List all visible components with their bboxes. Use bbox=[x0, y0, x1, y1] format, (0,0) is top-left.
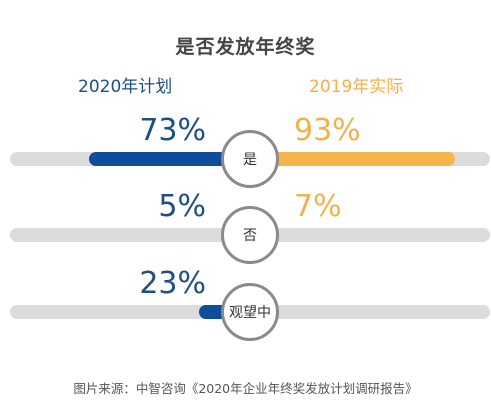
source-note: 图片来源：中智咨询《2020年企业年终奖发放计划调研报告》 bbox=[73, 381, 418, 396]
value-label-2020-plan: 73% bbox=[139, 113, 206, 148]
category-label: 是 bbox=[221, 130, 279, 188]
legend-2019-actual: 2019年实际 bbox=[309, 77, 404, 97]
category-label: 观望中 bbox=[221, 283, 279, 341]
category-label: 否 bbox=[221, 206, 279, 264]
bar-2019-actual bbox=[250, 152, 455, 166]
legend-2020-plan: 2020年计划 bbox=[78, 77, 173, 97]
value-label-2020-plan: 23% bbox=[139, 266, 206, 301]
value-label-2019-actual: 7% bbox=[294, 189, 342, 224]
chart-title: 是否发放年终奖 bbox=[175, 36, 316, 58]
value-label-2019-actual: 93% bbox=[294, 113, 361, 148]
bar-2020-plan bbox=[89, 152, 250, 166]
value-label-2020-plan: 5% bbox=[158, 189, 206, 224]
